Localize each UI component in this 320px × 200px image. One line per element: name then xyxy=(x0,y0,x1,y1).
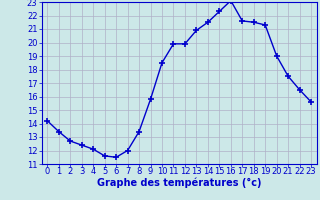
X-axis label: Graphe des températures (°c): Graphe des températures (°c) xyxy=(97,177,261,188)
